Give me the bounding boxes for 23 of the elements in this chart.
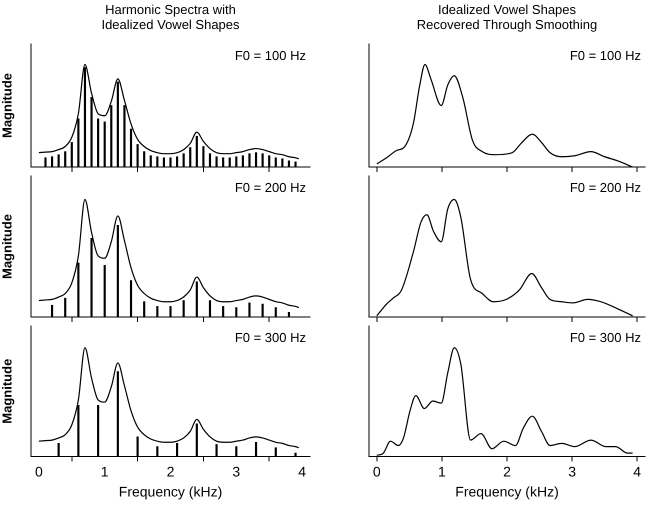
x-axis-title: Frequency (kHz): [455, 483, 559, 500]
x-tick-label: 3: [232, 464, 240, 480]
y-axis-title: Magnitude: [0, 214, 14, 279]
x-tick-label: 0: [35, 464, 43, 480]
x-tick-label: 1: [438, 464, 446, 480]
text: F0 = 100 Hz: [234, 48, 306, 64]
text: F0 = 200 Hz: [570, 180, 641, 196]
x-tick-label: 3: [568, 464, 576, 480]
text: F0 = 100 Hz: [570, 48, 641, 64]
text: F0 = 300 Hz: [234, 330, 306, 346]
y-axis-title: Magnitude: [0, 73, 14, 138]
chart-title: Idealized Vowel Shapes Recovered Through Smoothing: [416, 2, 598, 32]
y-axis-title: Magnitude: [0, 358, 14, 424]
x-tick-label: 4: [298, 464, 306, 480]
x-tick-label: 1: [100, 464, 109, 480]
x-tick-label: 4: [633, 464, 642, 480]
x-tick-label: 2: [166, 464, 175, 480]
x-axis-title: Frequency (kHz): [118, 483, 222, 500]
x-tick-label: 0: [372, 464, 381, 480]
x-tick-label: 2: [503, 464, 512, 480]
text: F0 = 200 Hz: [234, 180, 306, 196]
chart-title: Harmonic Spectra with Idealized Vowel Shapes: [100, 2, 241, 32]
text: F0 = 300 Hz: [570, 330, 641, 346]
